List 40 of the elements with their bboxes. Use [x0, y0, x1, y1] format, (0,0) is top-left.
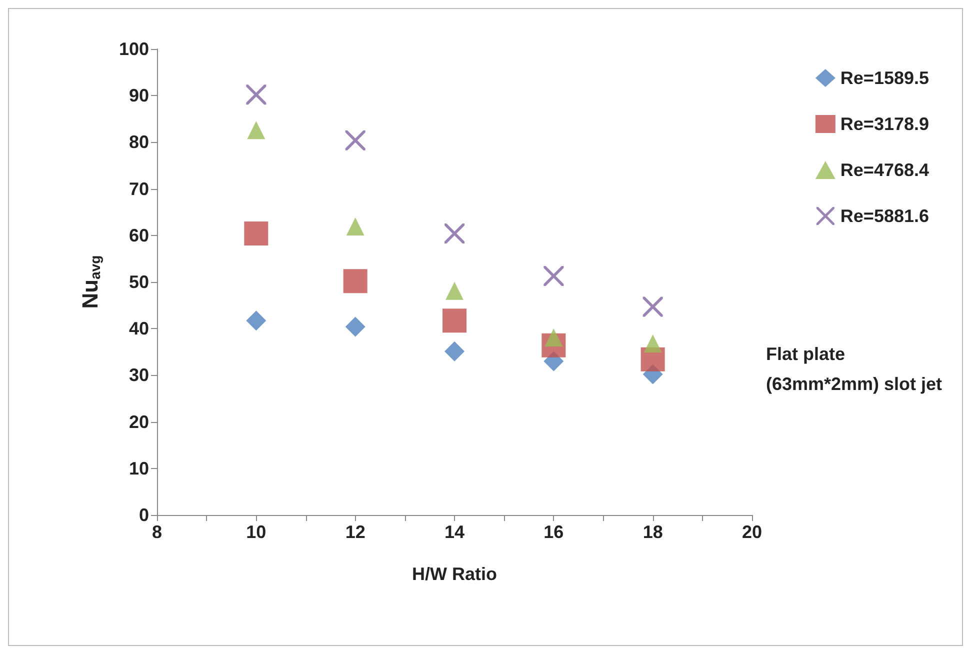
- legend-label: Re=5881.6: [840, 206, 929, 226]
- x-tick-label: 14: [444, 522, 465, 542]
- y-tick-label: 40: [128, 318, 149, 339]
- point: [247, 121, 266, 140]
- y-tick-label: 60: [128, 225, 149, 246]
- point: [246, 84, 266, 105]
- y-tick-label: 20: [128, 412, 149, 432]
- y-tick-label: 30: [128, 365, 149, 386]
- point: [444, 224, 464, 244]
- point: [444, 341, 464, 362]
- y-axis-title: Nuavg: [78, 255, 103, 309]
- x-tick-label: 8: [152, 522, 162, 542]
- point: [544, 266, 564, 286]
- legend-label: Re=1589.5: [840, 68, 929, 88]
- legend-label: Re=3178.9: [840, 114, 929, 134]
- legend-label: Re=4768.4: [840, 160, 929, 180]
- point: [343, 269, 368, 294]
- y-tick-label: 90: [128, 86, 149, 106]
- y-tick-label: 50: [128, 272, 149, 292]
- point: [346, 218, 364, 236]
- x-tick-label: 16: [544, 522, 564, 542]
- y-tick-label: 70: [128, 178, 149, 199]
- point: [644, 334, 662, 353]
- point: [642, 296, 663, 317]
- y-tick-label: 80: [128, 132, 149, 152]
- y-tick-label: 100: [118, 39, 149, 59]
- point: [345, 316, 366, 337]
- point: [345, 130, 366, 150]
- y-tick-label: 10: [128, 458, 149, 478]
- point: [244, 222, 268, 246]
- point: [246, 310, 266, 331]
- y-tick-label: 0: [138, 505, 149, 525]
- text: Flat plate (63mm*2mm) slot jet: [766, 344, 942, 394]
- x-tick-label: 20: [742, 522, 762, 542]
- point: [442, 308, 466, 333]
- point: [446, 282, 464, 300]
- x-tick-label: 10: [246, 522, 266, 542]
- x-axis-title: H/W Ratio: [412, 564, 497, 584]
- x-tick-label: 18: [642, 522, 663, 542]
- x-tick-label: 12: [345, 522, 366, 542]
